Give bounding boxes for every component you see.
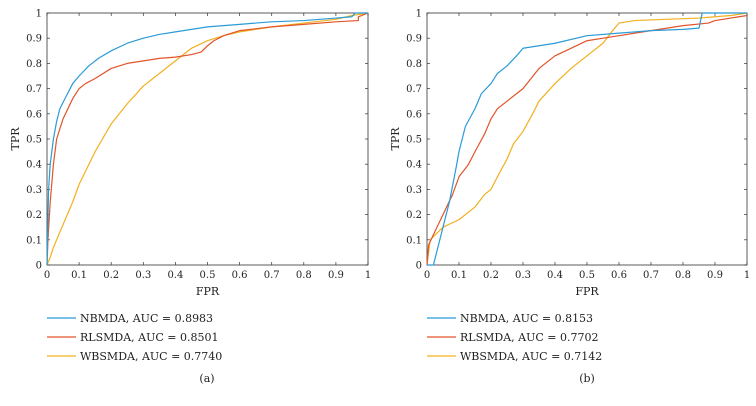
roc-line-rlsmda (426, 14, 748, 266)
y-tick-label: 0.4 (406, 160, 422, 171)
x-tick-label: 0.9 (328, 270, 344, 281)
y-axis-label: TPR (389, 127, 402, 151)
panel-a: 0 0.1 0.2 0.3 0.4 0.5 0.6 0.7 0.8 0.9 1 0 0.1 0.2 0.3 0… (9, 9, 371, 386)
x-tick-label: 0.8 (675, 270, 691, 281)
legend-label-rlsmda: RLSMDA, AUC = 0.7702 (460, 331, 598, 344)
x-tick-label: 0.1 (71, 270, 87, 281)
y-tick-label: 0.6 (406, 109, 422, 120)
y-tick-label: 0.7 (26, 84, 42, 95)
x-tick-label: 0.4 (167, 270, 183, 281)
y-tick-label: 0.6 (26, 109, 42, 120)
x-tick-label: 0.5 (200, 270, 216, 281)
legend-label-nbmda: NBMDA, AUC = 0.8983 (80, 312, 213, 325)
y-tick-label: 0.9 (26, 34, 42, 45)
x-tick-label: 0.8 (296, 270, 312, 281)
legend-label-wbsmda: WBSMDA, AUC = 0.7142 (460, 350, 602, 363)
x-tick-label: 0.1 (451, 270, 467, 281)
x-tick-label: 0.3 (515, 270, 531, 281)
x-axis-label: FPR (575, 285, 599, 298)
roc-line-wbsmda (46, 12, 369, 266)
y-tick-label: 1 (416, 9, 422, 20)
y-tick-label: 0.4 (26, 160, 42, 171)
legend-label-nbmda: NBMDA, AUC = 0.8153 (460, 312, 593, 325)
legend-label-wbsmda: WBSMDA, AUC = 0.7740 (80, 350, 222, 363)
y-tick-label: 0.7 (406, 84, 422, 95)
y-tick-label: 0.1 (26, 235, 42, 246)
y-tick-label: 1 (36, 9, 42, 20)
y-axis-label: TPR (9, 127, 22, 151)
y-tick-label: 0.2 (26, 210, 42, 221)
x-tick-label: 0 (424, 270, 430, 281)
roc-line-nbmda (427, 12, 747, 266)
plot-frame (46, 12, 369, 266)
x-tick-label: 0.2 (483, 270, 499, 281)
y-tick-label: 0.3 (406, 185, 422, 196)
x-tick-label: 1 (365, 270, 371, 281)
roc-line-wbsmda (426, 12, 748, 266)
y-tick-label: 0.8 (406, 59, 422, 70)
x-tick-label: 0.4 (547, 270, 563, 281)
x-tick-label: 0.6 (232, 270, 248, 281)
y-tick-label: 0.3 (26, 185, 42, 196)
x-tick-label: 1 (744, 270, 750, 281)
x-tick-label: 0.9 (707, 270, 723, 281)
x-axis-label: FPR (196, 285, 220, 298)
y-tick-label: 0.9 (406, 34, 422, 45)
x-tick-label: 0.2 (103, 270, 119, 281)
y-tick-label: 0.5 (26, 135, 42, 146)
roc-line-nbmda (46, 12, 368, 266)
y-tick-label: 0 (416, 261, 422, 272)
y-tick-label: 0.8 (26, 59, 42, 70)
x-tick-label: 0.5 (579, 270, 595, 281)
x-tick-label: 0.7 (264, 270, 280, 281)
x-tick-label: 0 (44, 270, 50, 281)
y-tick-label: 0.1 (406, 235, 422, 246)
panel-label: (b) (579, 372, 595, 385)
legend-label-rlsmda: RLSMDA, AUC = 0.8501 (80, 331, 218, 344)
x-tick-label: 0.3 (135, 270, 151, 281)
plot-frame (426, 12, 748, 266)
x-tick-label: 0.6 (611, 270, 627, 281)
y-tick-label: 0 (36, 261, 42, 272)
y-tick-label: 0.2 (406, 210, 422, 221)
roc-line-rlsmda (46, 12, 369, 266)
y-tick-label: 0.5 (406, 135, 422, 146)
x-tick-label: 0.7 (643, 270, 659, 281)
panel-b: 0 0.1 0.2 0.3 0.4 0.5 0.6 0.7 0.8 0.9 1 0 0.1 0.2 0.3 0… (389, 9, 750, 386)
panel-label: (a) (199, 372, 214, 385)
